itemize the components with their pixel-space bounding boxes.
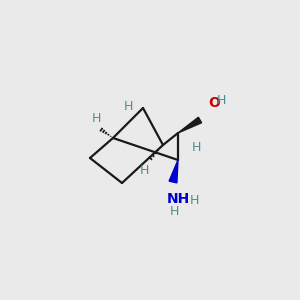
Text: H: H	[139, 164, 149, 177]
Text: H: H	[217, 94, 226, 107]
Text: O: O	[208, 96, 220, 110]
Text: NH: NH	[167, 192, 190, 206]
Text: H: H	[192, 141, 201, 154]
Text: H: H	[170, 205, 179, 218]
Text: H: H	[124, 100, 133, 113]
Polygon shape	[169, 160, 178, 183]
Text: H: H	[190, 194, 200, 207]
Polygon shape	[178, 117, 202, 133]
Text: H: H	[91, 112, 101, 125]
